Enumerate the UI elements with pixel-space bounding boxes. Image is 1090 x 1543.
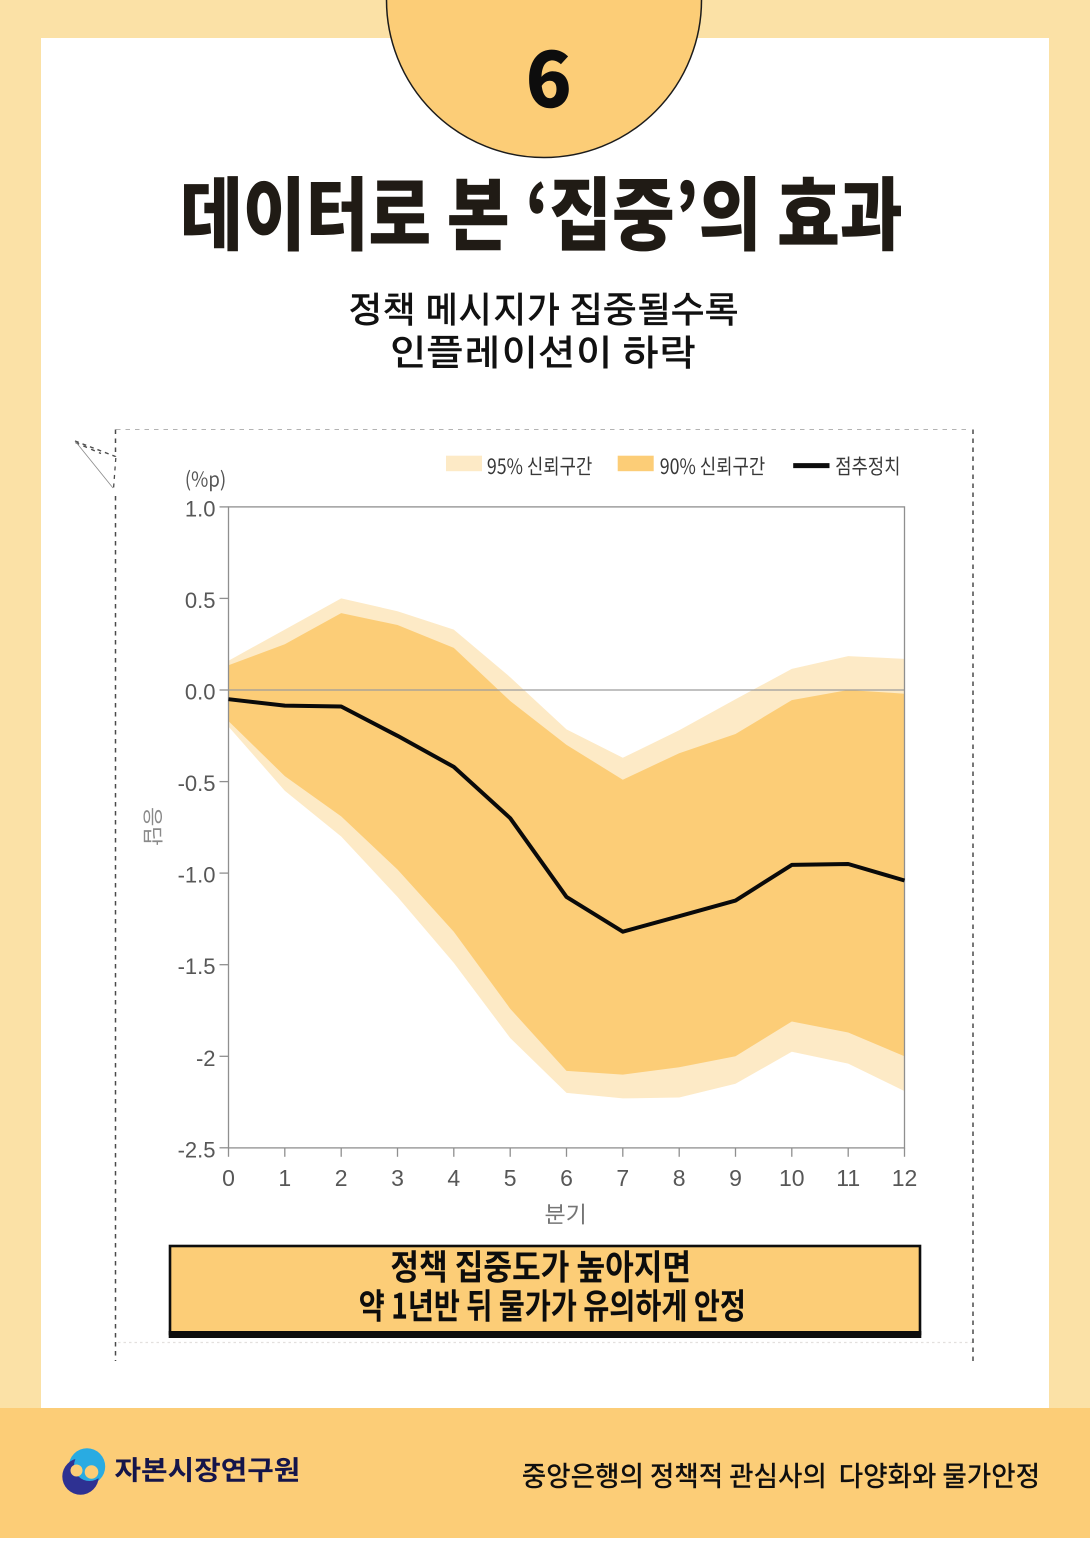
svg-text:0.0: 0.0 xyxy=(185,680,216,705)
svg-text:-1.5: -1.5 xyxy=(178,954,216,979)
svg-text:-2.5: -2.5 xyxy=(178,1137,216,1162)
svg-text:10: 10 xyxy=(779,1165,805,1191)
svg-text:-0.5: -0.5 xyxy=(178,771,216,796)
svg-text:0.5: 0.5 xyxy=(185,588,216,613)
svg-text:8: 8 xyxy=(673,1165,686,1191)
svg-text:12: 12 xyxy=(892,1165,918,1191)
svg-text:3: 3 xyxy=(391,1165,404,1191)
svg-text:1.0: 1.0 xyxy=(185,496,216,521)
svg-text:1: 1 xyxy=(278,1165,291,1191)
svg-text:4: 4 xyxy=(447,1165,460,1191)
svg-text:5: 5 xyxy=(504,1165,517,1191)
svg-text:0: 0 xyxy=(222,1165,235,1191)
svg-text:-2: -2 xyxy=(196,1046,216,1071)
svg-text:-1.0: -1.0 xyxy=(178,863,216,888)
svg-text:11: 11 xyxy=(836,1165,860,1191)
svg-text:2: 2 xyxy=(335,1165,348,1191)
svg-text:6: 6 xyxy=(560,1165,573,1191)
svg-text:7: 7 xyxy=(616,1165,629,1191)
svg-text:9: 9 xyxy=(729,1165,742,1191)
